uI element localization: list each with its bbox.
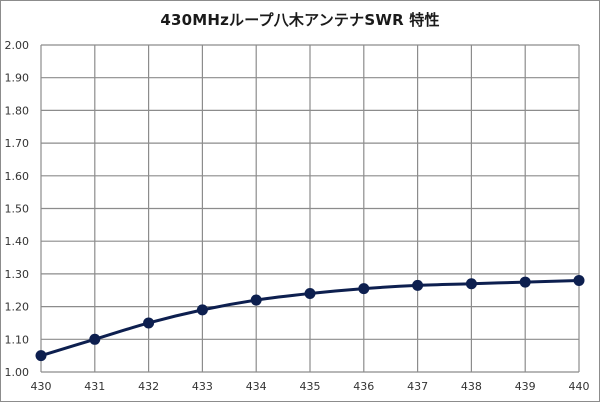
x-tick-label: 433 [192, 380, 213, 393]
y-tick-label: 1.60 [5, 170, 30, 183]
y-tick-label: 1.30 [5, 268, 30, 281]
y-axis-tick-labels: 1.00 1.10 1.20 1.30 1.40 1.50 1.60 1.70 1.80 1.90… [5, 39, 30, 379]
x-axis-tick-labels: 430 431 432 433 434 435 436 437 438 439 440 [31, 380, 590, 393]
x-tick-label: 438 [461, 380, 482, 393]
gridlines [40, 44, 580, 373]
swr-series-markers [35, 274, 585, 362]
data-point-marker [412, 279, 424, 291]
y-tick-label: 1.80 [5, 104, 30, 117]
x-tick-label: 436 [353, 380, 374, 393]
x-tick-label: 435 [300, 380, 321, 393]
data-point-marker [35, 350, 47, 362]
x-tick-label: 432 [138, 380, 159, 393]
y-tick-label: 1.70 [5, 137, 30, 150]
y-tick-label: 1.40 [5, 235, 30, 248]
y-tick-label: 1.00 [5, 366, 30, 379]
x-tick-label: 437 [407, 380, 428, 393]
x-tick-label: 439 [515, 380, 536, 393]
data-point-marker [143, 317, 155, 329]
y-tick-label: 1.10 [5, 333, 30, 346]
data-point-marker [358, 283, 370, 295]
chart-title: 430MHzループ八木アンテナSWR 特性 [160, 11, 440, 29]
data-point-marker [304, 288, 316, 300]
x-tick-label: 430 [31, 380, 52, 393]
data-point-marker [196, 304, 208, 316]
data-point-marker [465, 278, 477, 290]
data-point-marker [89, 333, 101, 345]
y-tick-label: 2.00 [5, 39, 30, 52]
y-tick-label: 1.90 [5, 72, 30, 85]
y-tick-label: 1.50 [5, 203, 30, 216]
x-tick-label: 431 [84, 380, 105, 393]
x-tick-label: 434 [246, 380, 267, 393]
y-tick-label: 1.20 [5, 301, 30, 314]
data-point-marker [573, 274, 585, 286]
data-point-marker [519, 276, 531, 288]
x-tick-label: 440 [569, 380, 590, 393]
data-point-marker [250, 294, 262, 306]
